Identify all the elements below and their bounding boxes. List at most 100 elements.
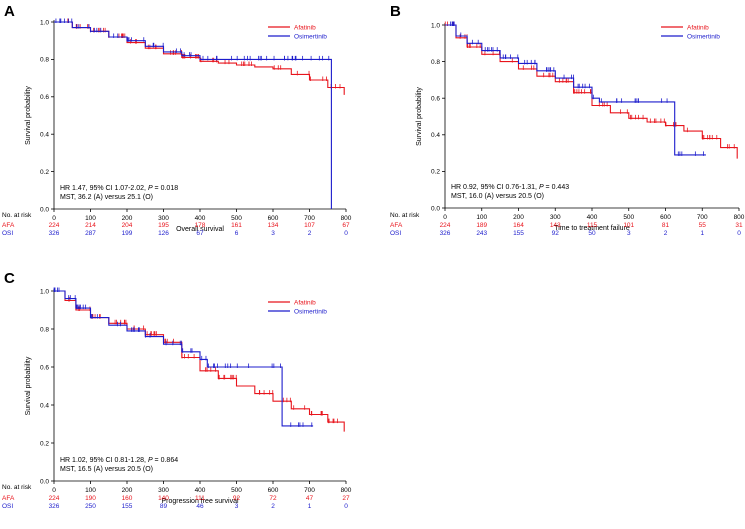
x-tick-label: 700 [304,215,315,222]
legend-label-osimertinib: Osimertinib [294,308,327,315]
y-axis-title: Survival probability [416,87,423,146]
risk-afa-count: 101 [623,222,634,229]
risk-osi-count: 46 [196,503,204,510]
x-tick-label: 500 [231,215,242,222]
mst-annotation: MST, 16.0 (A) versus 20.5 (O) [451,193,544,200]
x-tick-label: 0 [52,487,56,494]
risk-afa-count: 72 [269,495,277,502]
x-tick-label: 800 [341,487,352,494]
risk-osi-count: 92 [552,230,560,237]
risk-table-title: No. at risk [390,212,420,219]
x-tick-label: 100 [476,214,487,221]
risk-osi-count: 155 [513,230,524,237]
risk-osi-count: 67 [196,230,204,237]
risk-afa-count: 161 [231,222,242,229]
risk-osi-count: 89 [160,503,168,510]
x-tick-label: 200 [122,215,133,222]
x-tick-label: 100 [85,215,96,222]
risk-afa-count: 134 [268,222,279,229]
x-tick-label: 600 [268,215,279,222]
x-tick-label: 0 [443,214,447,221]
panel-letter: C [4,270,15,287]
risk-osi-count: 50 [588,230,596,237]
y-tick-label: 0.8 [40,326,49,333]
legend-label-osimertinib: Osimertinib [687,33,720,40]
hr-text: HR 0.92, 95% CI 0.76-1.31, [451,184,539,191]
risk-osi-count: 0 [737,230,741,237]
risk-osi-count: 155 [122,503,133,510]
x-tick-label: 100 [85,487,96,494]
hr-text: HR 1.47, 95% CI 1.07-2.02, [60,185,148,192]
risk-osi-count: 199 [122,230,133,237]
y-tick-label: 1.0 [40,288,49,295]
risk-osi-count: 2 [271,503,275,510]
panel-a: A 0 100 200 300 400 500 600 700 800 0.0 0.2 0.4 0.6 0.… [2,3,352,237]
risk-label-osi: OSI [390,230,401,237]
risk-afa-count: 189 [476,222,487,229]
y-tick-label: 0.4 [40,132,49,139]
x-tick-label: 300 [158,215,169,222]
risk-table-title: No. at risk [2,484,32,491]
risk-afa-count: 107 [304,222,315,229]
risk-osi-count: 3 [235,503,239,510]
y-tick-label: 0.0 [40,206,49,213]
x-tick-label: 400 [195,487,206,494]
risk-osi-count: 1 [700,230,704,237]
mst-annotation: MST, 16.5 (A) versus 20.5 (O) [60,466,153,473]
y-tick-label: 0.6 [40,364,49,371]
y-tick-label: 1.0 [40,19,49,26]
x-tick-label: 200 [122,487,133,494]
legend-label-afatinib: Afatinib [294,299,316,306]
risk-afa-count: 140 [158,495,169,502]
y-axis-title: Survival probability [25,86,32,145]
risk-afa-count: 224 [440,222,451,229]
y-tick-label: 0.0 [431,205,440,212]
y-tick-label: 0.6 [40,94,49,101]
x-tick-label: 200 [513,214,524,221]
risk-label-afa: AFA [2,222,15,229]
y-tick-label: 0.4 [431,132,440,139]
risk-osi-count: 126 [158,230,169,237]
risk-afa-count: 47 [306,495,314,502]
panel-letter: A [4,3,15,20]
x-tick-label: 700 [304,487,315,494]
x-tick-label: 400 [195,215,206,222]
y-tick-label: 1.0 [431,22,440,29]
p-label: P [539,184,544,191]
risk-osi-count: 326 [440,230,451,237]
risk-afa-count: 224 [49,222,60,229]
risk-afa-count: 31 [735,222,743,229]
x-tick-label: 700 [697,214,708,221]
legend-label-afatinib: Afatinib [687,24,709,31]
risk-osi-count: 3 [627,230,631,237]
risk-afa-count: 164 [513,222,524,229]
hr-annotation: HR 1.02, 95% CI 0.81-1.28, P = 0.864 [60,457,178,464]
legend-label-osimertinib: Osimertinib [294,33,327,40]
risk-osi-count: 243 [476,230,487,237]
risk-osi-count: 0 [344,230,348,237]
mst-annotation: MST, 36.2 (A) versus 25.1 (O) [60,194,153,201]
risk-osi-count: 326 [49,503,60,510]
y-axis-title: Survival probability [25,356,32,415]
panel-letter: B [390,3,401,20]
panel-b: B0 100 200 300 400 500 600 700 8000.00.20.40.60.… [390,3,745,237]
risk-afa-count: 160 [122,495,133,502]
x-tick-label: 300 [158,487,169,494]
x-tick-label: 0 [52,215,56,222]
risk-osi-count: 6 [235,230,239,237]
x-tick-label: 600 [268,487,279,494]
y-tick-label: 0.2 [40,169,49,176]
risk-osi-count: 287 [85,230,96,237]
risk-afa-count: 55 [699,222,707,229]
y-tick-label: 0.2 [431,169,440,176]
risk-afa-count: 92 [233,495,241,502]
p-value: = 0.443 [544,184,570,191]
risk-afa-count: 27 [342,495,350,502]
p-value: = 0.864 [153,457,179,464]
x-axis-title: Overall survival [176,226,224,233]
risk-afa-count: 178 [195,222,206,229]
y-tick-label: 0.0 [40,478,49,485]
risk-label-afa: AFA [2,495,15,502]
risk-afa-count: 143 [550,222,561,229]
risk-afa-count: 214 [85,222,96,229]
